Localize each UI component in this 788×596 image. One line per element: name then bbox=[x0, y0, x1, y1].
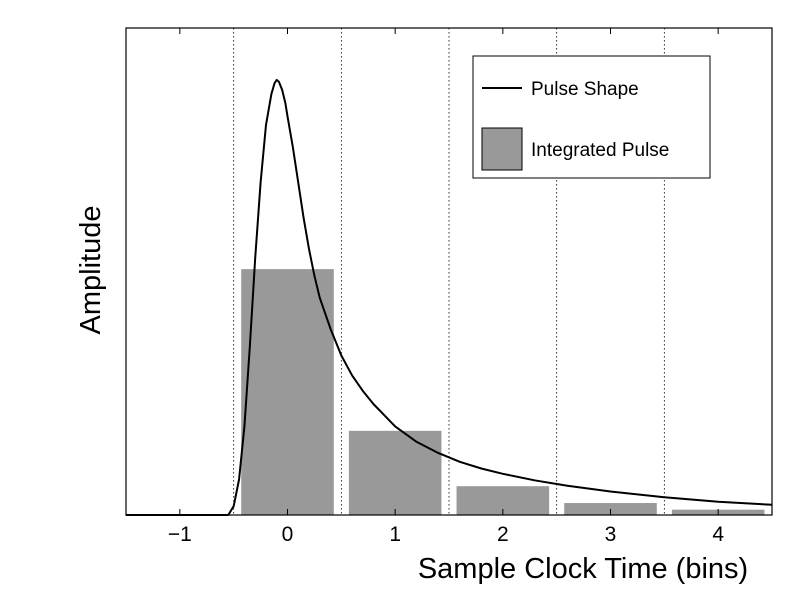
legend-line-label: Pulse Shape bbox=[531, 79, 639, 100]
bar bbox=[348, 430, 442, 515]
x-tick-label: 4 bbox=[712, 523, 724, 546]
x-ticks: −1 0 1 2 3 4 bbox=[168, 28, 724, 546]
x-tick-label: 1 bbox=[389, 523, 401, 546]
x-axis-label: Sample Clock Time (bins) bbox=[418, 553, 748, 585]
x-tick-label: 2 bbox=[497, 523, 509, 546]
x-tick-label: 3 bbox=[605, 523, 617, 546]
pulse-line-group bbox=[126, 78, 773, 516]
legend: Pulse Shape Integrated Pulse bbox=[472, 55, 711, 179]
x-tick-label: −1 bbox=[168, 523, 192, 546]
x-tick-label: 0 bbox=[282, 523, 294, 546]
pulse-shape-line bbox=[126, 78, 773, 516]
bar bbox=[241, 269, 334, 515]
y-axis-label: Amplitude bbox=[75, 206, 107, 335]
legend-bar-label: Integrated Pulse bbox=[531, 140, 669, 161]
plot-frame bbox=[125, 27, 773, 516]
legend-bar-swatch bbox=[481, 127, 523, 171]
